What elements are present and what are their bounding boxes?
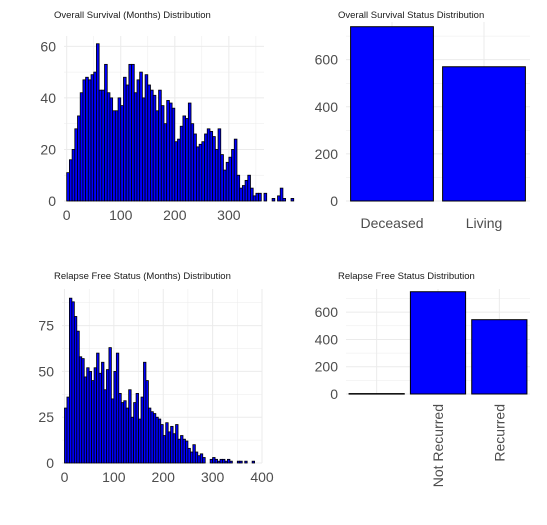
histogram-bar xyxy=(229,460,233,464)
y-tick-label: 25 xyxy=(38,409,54,425)
chart-title: Relapse Free Status Distribution xyxy=(338,271,475,282)
x-tick-label: 300 xyxy=(217,207,241,223)
y-tick-label: 200 xyxy=(315,146,339,162)
y-tick-label: 400 xyxy=(315,99,339,115)
histogram-bar xyxy=(271,198,276,202)
histogram-bar xyxy=(279,187,284,202)
x-tick-label: 200 xyxy=(152,469,176,485)
y-tick-label: 50 xyxy=(38,363,54,379)
y-tick-label: 0 xyxy=(48,193,56,209)
y-tick-label: 600 xyxy=(315,52,339,68)
histogram-bar xyxy=(263,192,268,202)
bar xyxy=(409,291,467,395)
y-tick-label: 60 xyxy=(40,38,56,54)
histogram-bar xyxy=(258,192,262,202)
x-tick-label: 0 xyxy=(61,469,69,485)
x-tick-label: 0 xyxy=(63,207,71,223)
chart-title: Overall Survival (Months) Distribution xyxy=(54,10,211,21)
chart-title: Relapse Free Status (Months) Distributio… xyxy=(54,271,231,282)
histogram-bar xyxy=(233,138,238,202)
x-tick-label: Living xyxy=(466,215,503,231)
x-tick-label: 200 xyxy=(163,207,187,223)
x-tick-label: 100 xyxy=(102,469,126,485)
x-tick-label: 100 xyxy=(109,207,133,223)
y-tick-label: 0 xyxy=(330,386,338,402)
bar xyxy=(350,26,434,202)
y-tick-label: 600 xyxy=(315,304,339,320)
bar xyxy=(471,319,528,395)
histogram-bar xyxy=(202,457,206,464)
chart-title: Overall Survival Status Distribution xyxy=(338,10,485,21)
y-tick-label: 200 xyxy=(315,359,339,375)
x-tick-label: Recurred xyxy=(491,404,507,462)
histogram-bar xyxy=(282,198,287,202)
y-tick-label: 0 xyxy=(330,193,338,209)
y-tick-label: 20 xyxy=(40,141,56,157)
x-tick-label: Deceased xyxy=(360,215,423,231)
bar xyxy=(348,393,405,395)
histogram-bar xyxy=(250,187,254,202)
y-tick-label: 75 xyxy=(38,318,54,334)
x-tick-label: 400 xyxy=(250,469,274,485)
x-tick-label: 300 xyxy=(201,469,225,485)
histogram-bar xyxy=(290,198,295,202)
x-tick-label: Not Recurred xyxy=(430,404,446,487)
y-tick-label: 0 xyxy=(46,455,54,471)
histogram-bar xyxy=(244,460,248,464)
y-tick-label: 400 xyxy=(315,331,339,347)
y-tick-label: 40 xyxy=(40,90,56,106)
histogram-bar xyxy=(251,460,255,464)
bar xyxy=(442,66,526,202)
histogram-bar xyxy=(239,460,243,464)
